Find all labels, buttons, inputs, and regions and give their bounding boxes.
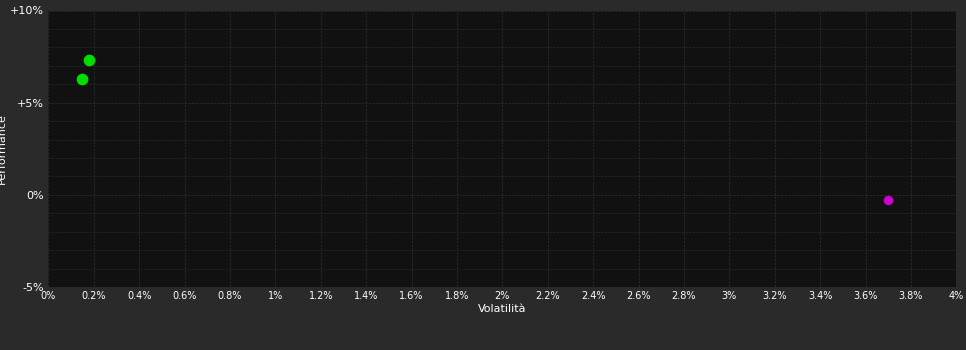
X-axis label: Volatilità: Volatilità <box>478 304 526 314</box>
Point <box>881 197 896 203</box>
Point <box>81 57 97 63</box>
Y-axis label: Performance: Performance <box>0 113 8 184</box>
Point <box>74 76 90 82</box>
